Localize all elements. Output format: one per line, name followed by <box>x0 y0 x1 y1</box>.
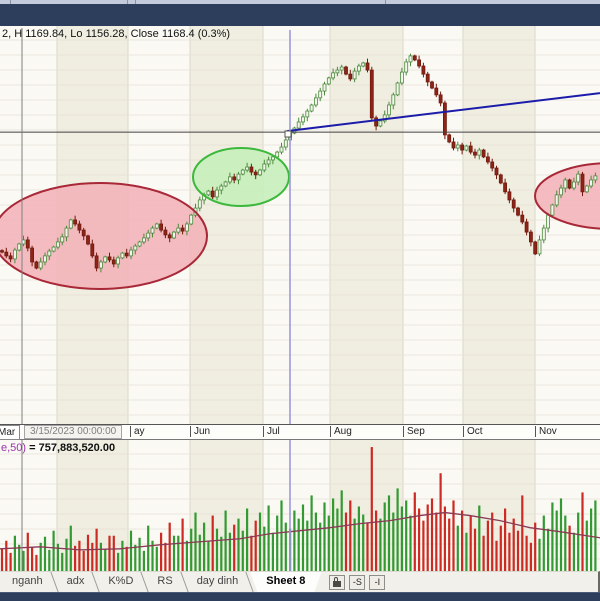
toolbar-separator <box>10 0 11 4</box>
tab-kd[interactable]: K%D <box>96 572 150 592</box>
axis-label-ay: ay <box>130 426 145 437</box>
title-bar <box>0 4 600 27</box>
axis-label-oct: Oct <box>463 426 483 437</box>
axis-label-jul: Jul <box>263 426 280 437</box>
minus-s-button[interactable]: -S <box>349 574 366 590</box>
volume-pane[interactable]: e,50) = 757,883,520.00 <box>0 440 600 571</box>
price-chart-canvas[interactable] <box>0 26 600 424</box>
tab-day-dinh[interactable]: day dinh <box>185 572 254 592</box>
crosshair-date-tooltip: 3/15/2023 00:00:00 <box>24 425 123 439</box>
toolbar-separator <box>135 0 136 4</box>
axis-label-aug: Aug <box>330 426 352 437</box>
price-chart-pane[interactable]: 2, H 1169.84, Lo 1156.28, Close 1168.4 (… <box>0 26 600 424</box>
axis-label-sep: Sep <box>403 426 425 437</box>
axis-label-mar: Mar <box>0 425 21 440</box>
volume-chart-canvas[interactable] <box>0 440 600 571</box>
sheet-buttons: -S -I <box>329 572 386 592</box>
minus-i-button[interactable]: -I <box>369 574 386 590</box>
tab-rs[interactable]: RS <box>145 572 189 592</box>
lock-button[interactable] <box>329 574 346 590</box>
volume-ma-formula: e,50) <box>1 442 27 454</box>
toolbar-edge <box>0 0 600 4</box>
lock-icon <box>333 576 342 587</box>
axis-label-nov: Nov <box>535 426 557 437</box>
tab-nganh[interactable]: nganh <box>0 572 59 592</box>
volume-ma-readout: e,50) = 757,883,520.00 <box>1 442 116 454</box>
sheet-tab-bar: nganh adx K%D RS day dinh Sheet 8 -S -I <box>0 571 600 592</box>
status-bar-edge <box>0 592 600 601</box>
axis-label-jun: Jun <box>190 426 210 437</box>
toolbar-separator <box>385 0 386 4</box>
tab-adx[interactable]: adx <box>55 572 100 592</box>
tab-sheet8-active[interactable]: Sheet 8 <box>250 572 321 592</box>
ohlc-readout: 2, H 1169.84, Lo 1156.28, Close 1168.4 (… <box>2 28 231 40</box>
date-axis: Mar 3/15/2023 00:00:00 ay Jun Jul Aug Sep Oct… <box>0 424 600 440</box>
toolbar-separator <box>127 0 128 4</box>
